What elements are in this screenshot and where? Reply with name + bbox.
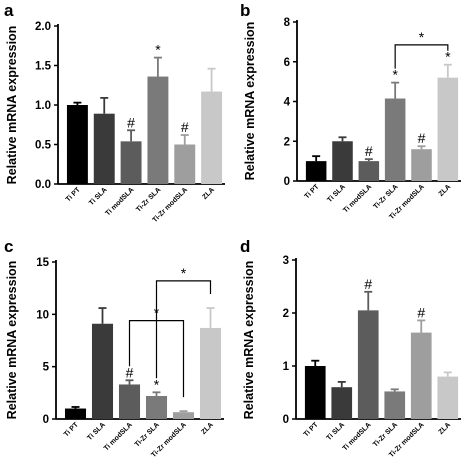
y-tick-label: 0.0 xyxy=(35,179,51,191)
bracket-marker: * xyxy=(181,265,187,281)
bar xyxy=(172,412,195,419)
panel-c: c Relative mRNA expression 0 5 10 15 Ti PT Ti S… xyxy=(4,237,224,459)
x-tick-label: Ti SLA xyxy=(88,186,109,207)
bar xyxy=(174,144,196,184)
x-tick-label: Ti SLA xyxy=(326,183,347,204)
x-tick-label: Ti modSLA xyxy=(105,186,136,217)
bar xyxy=(93,113,115,184)
y-axis-label: Relative mRNA expression xyxy=(243,22,257,181)
x-tick-label: Ti-Zr SLA xyxy=(372,421,399,448)
y-tick-label: 3 xyxy=(283,255,289,267)
y-tick-label: 2 xyxy=(283,308,289,320)
y-axis-label: Relative mRNA expression xyxy=(5,26,19,185)
y-tick-label: 0 xyxy=(283,414,289,426)
bar xyxy=(199,327,222,419)
x-tick-label: ZLA xyxy=(438,183,453,198)
significance-marker: # xyxy=(181,119,189,135)
bar xyxy=(304,366,326,419)
y-tick-label: 1.0 xyxy=(35,100,51,112)
x-tick-label: Ti modSLA xyxy=(342,183,373,214)
y-tick-label: 0 xyxy=(43,414,49,426)
x-tick-label: ZLA xyxy=(438,421,453,436)
panel-a: a Relative mRNA expression 0.0 0.5 1.0 1.5 2.0… xyxy=(4,1,225,224)
bar xyxy=(147,76,169,184)
y-tick-label: 2.0 xyxy=(35,21,51,33)
significance-marker: # xyxy=(127,114,135,130)
bar xyxy=(384,391,406,419)
y-tick-label: 2 xyxy=(284,136,290,148)
x-tick-label: Ti modSLA xyxy=(103,421,134,452)
bar xyxy=(384,98,406,181)
y-tick-label: 0 xyxy=(284,176,290,188)
significance-marker: * xyxy=(154,376,160,392)
bar xyxy=(145,395,168,419)
bar xyxy=(64,408,87,419)
y-tick-label: 10 xyxy=(36,309,49,321)
x-tick-label: Ti-Zr SLA xyxy=(134,421,161,448)
comparison-bracket xyxy=(155,280,212,379)
significance-marker: # xyxy=(417,304,425,320)
y-tick-label: 1.5 xyxy=(35,61,52,73)
panel-letter: c xyxy=(4,237,13,256)
bar xyxy=(357,310,379,419)
bar xyxy=(66,105,88,184)
x-tick-label: Ti modSLA xyxy=(342,421,373,452)
bar xyxy=(331,387,353,419)
bar xyxy=(358,161,380,181)
significance-marker: * xyxy=(155,42,161,58)
bar xyxy=(410,332,432,419)
y-tick-label: 5 xyxy=(43,362,50,374)
y-axis-label: Relative mRNA expression xyxy=(242,261,256,420)
panel-d: d Relative mRNA expression 0 1 2 3 Ti PT Ti SLA… xyxy=(240,237,461,459)
panel-b: b Relative mRNA expression 0 2 4 6 8 Ti PT Ti SL… xyxy=(240,1,461,221)
significance-marker: # xyxy=(418,130,426,146)
bar xyxy=(201,91,223,184)
significance-marker: * xyxy=(392,67,398,83)
x-tick-label: Ti-Zr SLA xyxy=(135,186,162,213)
x-tick-label: Ti SLA xyxy=(326,421,347,442)
bar xyxy=(91,323,114,419)
y-tick-label: 6 xyxy=(284,57,290,69)
x-tick-label: Ti PT xyxy=(63,421,80,438)
comparison-bracket xyxy=(394,44,449,69)
x-tick-label: Ti PT xyxy=(303,421,320,438)
x-tick-label: Ti PT xyxy=(304,183,321,200)
significance-marker: # xyxy=(126,364,134,380)
x-tick-label: Ti SLA xyxy=(86,421,107,442)
y-tick-label: 8 xyxy=(284,17,291,29)
x-tick-label: ZLA xyxy=(200,421,215,436)
significance-marker: * xyxy=(445,49,451,65)
bracket-marker: * xyxy=(419,29,425,45)
panel-letter: b xyxy=(240,1,250,20)
bar xyxy=(411,149,432,181)
panel-letter: a xyxy=(4,1,14,20)
bar xyxy=(305,161,327,181)
x-tick-label: Ti PT xyxy=(65,186,82,203)
bar xyxy=(118,384,141,419)
bar xyxy=(437,77,459,181)
x-tick-label: ZLA xyxy=(201,186,216,201)
y-tick-label: 4 xyxy=(284,97,291,109)
y-tick-label: 1 xyxy=(283,361,290,373)
y-tick-label: 0.5 xyxy=(35,140,52,152)
bar xyxy=(332,141,353,181)
x-tick-label: Ti-Zr SLA xyxy=(372,183,399,210)
y-tick-label: 15 xyxy=(36,257,49,269)
bar xyxy=(120,141,142,184)
panel-letter: d xyxy=(240,237,250,256)
bar xyxy=(437,376,459,419)
significance-marker: # xyxy=(364,276,372,292)
y-axis-label: Relative mRNA expression xyxy=(5,261,19,420)
significance-marker: # xyxy=(365,143,373,159)
